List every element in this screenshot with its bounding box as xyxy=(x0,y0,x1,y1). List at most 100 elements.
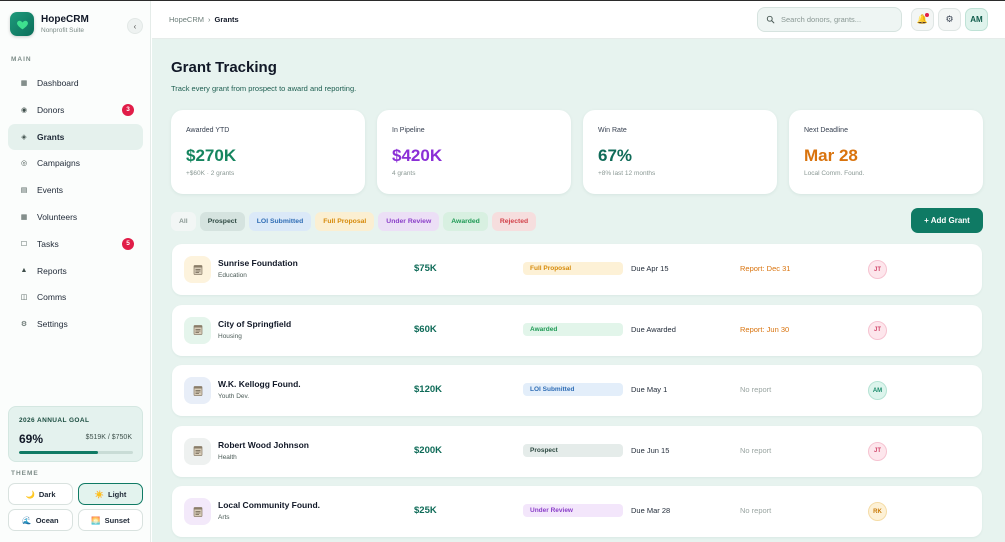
collapse-sidebar-button[interactable]: ‹ xyxy=(127,18,143,34)
sidebar-item-reports[interactable]: ▲ Reports xyxy=(8,258,143,284)
stat-card: Awarded YTD $270K +$60K · 2 grants xyxy=(171,110,365,194)
sidebar-item-label: Campaigns xyxy=(37,158,80,169)
heart-logo-icon xyxy=(10,12,34,36)
breadcrumb-separator: › xyxy=(208,15,211,24)
filter-chip-under-review[interactable]: Under Review xyxy=(378,212,440,231)
document-icon xyxy=(184,316,211,344)
add-grant-button[interactable]: + Add Grant xyxy=(911,208,983,233)
goal-percent: 69% xyxy=(19,432,44,446)
grant-name: City of Springfield xyxy=(218,318,292,329)
sidebar-item-label: Tasks xyxy=(37,238,59,249)
events-icon: ▤ xyxy=(20,187,28,195)
theme-light-button[interactable]: ☀️ Light xyxy=(78,483,143,505)
sidebar-item-grants[interactable]: ◈ Grants xyxy=(8,123,143,150)
grant-category: Health xyxy=(218,453,237,461)
filter-chip-awarded[interactable]: Awarded xyxy=(443,212,488,231)
stat-label: Next Deadline xyxy=(804,127,848,134)
assignee-avatar[interactable]: JT xyxy=(868,441,887,461)
sidebar-item-label: Comms xyxy=(37,292,67,303)
stat-subtext: 4 grants xyxy=(392,170,416,177)
search-box[interactable] xyxy=(757,7,902,32)
theme-label: Ocean xyxy=(35,515,59,525)
document-icon xyxy=(184,498,211,525)
grant-name: Local Community Found. xyxy=(218,500,320,510)
theme-sunset-button[interactable]: 🌅 Sunset xyxy=(78,509,143,531)
theme-section-label: THEME xyxy=(11,470,39,477)
status-filters: All Prospect LOI Submitted Full Proposal Und… xyxy=(171,212,540,231)
document-icon xyxy=(184,437,211,465)
stat-value: $420K xyxy=(392,146,443,165)
wave-icon: 🌊 xyxy=(22,515,32,525)
theme-dark-button[interactable]: 🌙 Dark xyxy=(8,483,73,505)
stat-value: 67% xyxy=(598,146,633,165)
notifications-button[interactable]: 🔔 xyxy=(911,8,934,31)
grant-category: Arts xyxy=(218,514,230,521)
grant-report-date: Report: Dec 31 xyxy=(740,264,791,273)
assignee-avatar[interactable]: AM xyxy=(868,381,887,400)
grant-row[interactable]: Local Community Found. Arts $25K Under Revi… xyxy=(172,486,982,537)
status-badge: Awarded xyxy=(523,322,623,336)
breadcrumb: HopeCRM › Grants xyxy=(169,15,239,24)
count-badge: 5 xyxy=(122,237,134,250)
grants-icon: ◈ xyxy=(21,133,27,141)
theme-label: Light xyxy=(108,489,127,499)
assignee-avatar[interactable]: JT xyxy=(868,320,887,340)
stat-label: Awarded YTD xyxy=(186,127,230,134)
goal-title: 2026 ANNUAL GOAL xyxy=(19,417,90,424)
main-content: HopeCRM›Grants 🔔 ⚙ AM Grant Tracking Tra… xyxy=(152,1,1005,542)
grant-row[interactable]: City of Springfield Housing $60K Awarded Due… xyxy=(172,304,982,356)
sidebar-item-campaigns[interactable]: ◎ Campaigns xyxy=(8,150,143,176)
grant-category: Youth Dev. xyxy=(218,393,250,400)
grant-row[interactable]: Robert Wood Johnson Health $200K Prospect Du… xyxy=(172,425,982,477)
sidebar-item-label: Dashboard xyxy=(37,78,79,88)
settings-icon: ⚙ xyxy=(20,321,28,329)
count-badge: 3 xyxy=(122,103,134,116)
assignee-avatar[interactable]: RK xyxy=(868,502,887,521)
grant-due-date: Due Jun 15 xyxy=(631,445,670,455)
gear-icon: ⚙ xyxy=(945,14,954,24)
stat-label: Win Rate xyxy=(598,127,627,134)
grant-name: Robert Wood Johnson xyxy=(218,439,309,450)
grant-category: Education xyxy=(218,272,247,279)
grant-row[interactable]: Sunrise Foundation Education $75K Full Prop… xyxy=(172,244,982,295)
window-top-border xyxy=(0,0,1005,1)
breadcrumb-root[interactable]: HopeCRM xyxy=(169,15,205,24)
grant-name: W.K. Kellogg Found. xyxy=(218,379,301,389)
sidebar-item-events[interactable]: ▤ Events xyxy=(8,177,143,203)
filter-chip-rejected[interactable]: Rejected xyxy=(491,212,537,231)
notification-dot xyxy=(925,13,929,17)
sidebar-item-label: Settings xyxy=(37,319,68,330)
sidebar-item-donors[interactable]: ◉ Donors 3 xyxy=(8,97,143,123)
grant-report-date: No report xyxy=(740,506,772,515)
theme-ocean-button[interactable]: 🌊 Ocean xyxy=(8,509,73,531)
sidebar-item-label: Donors xyxy=(37,104,65,115)
sidebar-item-label: Reports xyxy=(37,265,67,276)
sidebar: HopeCRM Nonprofit Suite ‹ MAIN ▦ Dashboar… xyxy=(0,1,151,542)
document-icon xyxy=(184,256,211,283)
grant-amount: $60K xyxy=(414,323,437,335)
brand[interactable]: HopeCRM Nonprofit Suite xyxy=(10,12,89,36)
settings-button[interactable]: ⚙ xyxy=(938,8,961,31)
grant-name: Sunrise Foundation xyxy=(218,258,298,268)
search-input[interactable] xyxy=(781,15,896,24)
assignee-avatar[interactable]: JT xyxy=(868,260,887,279)
sidebar-item-volunteers[interactable]: ▦ Volunteers xyxy=(8,204,143,230)
filter-chip-all[interactable]: All xyxy=(171,212,196,231)
sidebar-item-settings[interactable]: ⚙ Settings xyxy=(8,311,143,337)
breadcrumb-current: Grants xyxy=(214,15,239,24)
campaigns-icon: ◎ xyxy=(20,160,28,168)
sidebar-item-tasks[interactable]: ☐ Tasks 5 xyxy=(8,231,143,257)
sidebar-item-comms[interactable]: ◫ Comms xyxy=(8,284,143,310)
document-icon xyxy=(184,377,211,404)
page-title: Grant Tracking xyxy=(171,59,277,76)
sidebar-item-dashboard[interactable]: ▦ Dashboard xyxy=(8,70,143,96)
user-avatar[interactable]: AM xyxy=(965,8,988,31)
search-icon xyxy=(766,15,775,24)
grant-amount: $200K xyxy=(414,444,442,456)
goal-progress-fill xyxy=(19,451,98,454)
filter-chip-prospect[interactable]: Prospect xyxy=(199,212,245,231)
filter-chip-loi-submitted[interactable]: LOI Submitted xyxy=(248,212,312,231)
grant-row[interactable]: W.K. Kellogg Found. Youth Dev. $120K LOI Su… xyxy=(172,365,982,416)
filter-chip-full-proposal[interactable]: Full Proposal xyxy=(315,212,375,231)
theme-label: Sunset xyxy=(104,515,130,525)
